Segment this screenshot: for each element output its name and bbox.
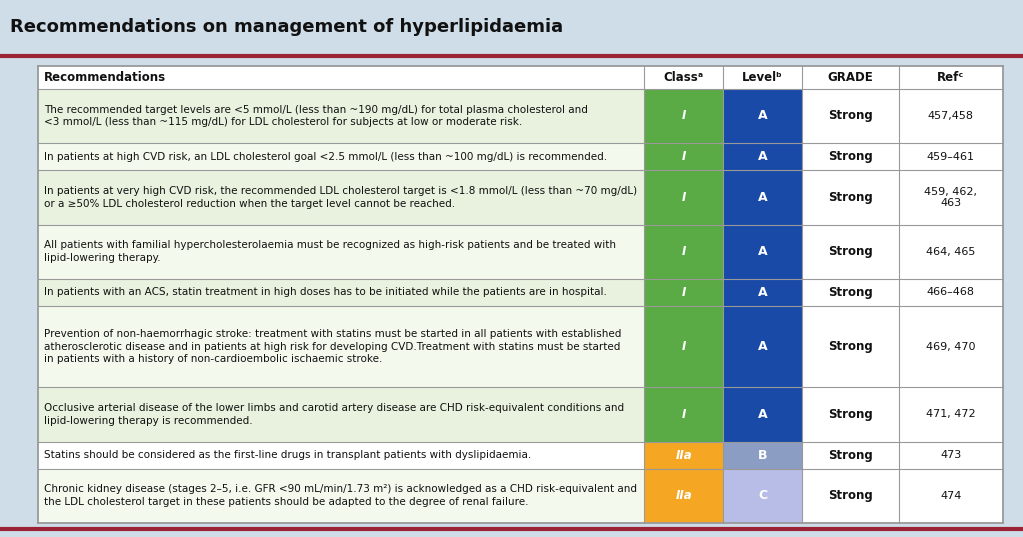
Bar bbox=[644, 441, 723, 469]
Bar bbox=[899, 224, 1003, 279]
Bar bbox=[38, 441, 644, 469]
Text: 459–461: 459–461 bbox=[927, 151, 975, 162]
Bar bbox=[899, 387, 1003, 441]
Text: I: I bbox=[681, 408, 685, 421]
Text: 474: 474 bbox=[940, 491, 962, 501]
Bar bbox=[38, 387, 644, 441]
Bar bbox=[723, 143, 802, 170]
Text: Occlusive arterial disease of the lower limbs and carotid artery disease are CHD: Occlusive arterial disease of the lower … bbox=[44, 403, 624, 426]
Text: The recommended target levels are <5 mmol/L (less than ~190 mg/dL) for total pla: The recommended target levels are <5 mmo… bbox=[44, 105, 588, 127]
Bar bbox=[899, 306, 1003, 387]
Text: Chronic kidney disease (stages 2–5, i.e. GFR <90 mL/min/1.73 m²) is acknowledged: Chronic kidney disease (stages 2–5, i.e.… bbox=[44, 484, 637, 507]
Bar bbox=[723, 279, 802, 306]
Text: Recommendations on management of hyperlipidaemia: Recommendations on management of hyperli… bbox=[10, 18, 563, 36]
Bar bbox=[38, 66, 1003, 523]
Bar bbox=[723, 387, 802, 441]
Text: Prevention of non-haemorrhagic stroke: treatment with statins must be started in: Prevention of non-haemorrhagic stroke: t… bbox=[44, 329, 621, 365]
Bar bbox=[723, 306, 802, 387]
Bar bbox=[644, 469, 723, 523]
Text: A: A bbox=[758, 191, 767, 204]
Text: In patients at very high CVD risk, the recommended LDL cholesterol target is <1.: In patients at very high CVD risk, the r… bbox=[44, 186, 637, 209]
Bar bbox=[899, 143, 1003, 170]
Text: Strong: Strong bbox=[829, 489, 873, 503]
Bar bbox=[644, 143, 723, 170]
Text: I: I bbox=[681, 110, 685, 122]
Text: Strong: Strong bbox=[829, 408, 873, 421]
Text: 466–468: 466–468 bbox=[927, 287, 975, 297]
Bar bbox=[899, 469, 1003, 523]
Text: Recommendations: Recommendations bbox=[44, 71, 166, 84]
Text: Strong: Strong bbox=[829, 150, 873, 163]
Bar bbox=[802, 387, 899, 441]
Bar bbox=[802, 224, 899, 279]
Bar bbox=[802, 143, 899, 170]
Bar bbox=[723, 469, 802, 523]
Text: A: A bbox=[758, 408, 767, 421]
Text: 471, 472: 471, 472 bbox=[926, 409, 976, 419]
Bar bbox=[644, 224, 723, 279]
Text: C: C bbox=[758, 489, 767, 503]
Bar bbox=[802, 306, 899, 387]
Bar bbox=[802, 89, 899, 143]
Text: A: A bbox=[758, 340, 767, 353]
Bar bbox=[644, 279, 723, 306]
Bar bbox=[802, 279, 899, 306]
Text: Strong: Strong bbox=[829, 286, 873, 299]
Bar bbox=[723, 89, 802, 143]
Bar bbox=[723, 441, 802, 469]
Text: Statins should be considered as the first-line drugs in transplant patients with: Statins should be considered as the firs… bbox=[44, 450, 531, 460]
Bar bbox=[723, 224, 802, 279]
Text: Strong: Strong bbox=[829, 191, 873, 204]
Text: Levelᵇ: Levelᵇ bbox=[743, 71, 783, 84]
Bar bbox=[802, 469, 899, 523]
Text: A: A bbox=[758, 286, 767, 299]
Text: IIa: IIa bbox=[675, 449, 692, 462]
Text: GRADE: GRADE bbox=[828, 71, 874, 84]
Text: Strong: Strong bbox=[829, 340, 873, 353]
Bar bbox=[899, 89, 1003, 143]
Text: All patients with familial hypercholesterolaemia must be recognized as high-risk: All patients with familial hypercholeste… bbox=[44, 240, 616, 263]
Bar bbox=[644, 170, 723, 224]
Text: 473: 473 bbox=[940, 450, 962, 460]
Bar bbox=[38, 279, 644, 306]
Text: Refᶜ: Refᶜ bbox=[937, 71, 965, 84]
Text: I: I bbox=[681, 191, 685, 204]
Bar bbox=[802, 441, 899, 469]
Text: In patients with an ACS, statin treatment in high doses has to be initiated whil: In patients with an ACS, statin treatmen… bbox=[44, 287, 607, 297]
Text: 459, 462,
463: 459, 462, 463 bbox=[925, 186, 977, 208]
Text: A: A bbox=[758, 110, 767, 122]
Bar bbox=[38, 66, 1003, 89]
Text: I: I bbox=[681, 286, 685, 299]
Text: Strong: Strong bbox=[829, 110, 873, 122]
Bar bbox=[38, 469, 644, 523]
Bar bbox=[38, 89, 644, 143]
Bar bbox=[802, 170, 899, 224]
Bar bbox=[644, 387, 723, 441]
Text: I: I bbox=[681, 340, 685, 353]
Bar bbox=[38, 170, 644, 224]
Bar bbox=[38, 224, 644, 279]
Text: I: I bbox=[681, 150, 685, 163]
Bar bbox=[38, 143, 644, 170]
Text: Classᵃ: Classᵃ bbox=[664, 71, 704, 84]
Bar bbox=[723, 170, 802, 224]
Bar bbox=[644, 306, 723, 387]
Text: Strong: Strong bbox=[829, 245, 873, 258]
Text: B: B bbox=[758, 449, 767, 462]
Text: A: A bbox=[758, 150, 767, 163]
Text: 457,458: 457,458 bbox=[928, 111, 974, 121]
Bar bbox=[644, 89, 723, 143]
Text: 464, 465: 464, 465 bbox=[926, 246, 976, 257]
Bar bbox=[899, 170, 1003, 224]
Text: A: A bbox=[758, 245, 767, 258]
Text: I: I bbox=[681, 245, 685, 258]
Text: IIa: IIa bbox=[675, 489, 692, 503]
Text: In patients at high CVD risk, an LDL cholesterol goal <2.5 mmol/L (less than ~10: In patients at high CVD risk, an LDL cho… bbox=[44, 151, 607, 162]
Text: 469, 470: 469, 470 bbox=[926, 342, 976, 352]
Bar bbox=[899, 441, 1003, 469]
Bar bbox=[38, 306, 644, 387]
Bar bbox=[899, 279, 1003, 306]
Text: Strong: Strong bbox=[829, 449, 873, 462]
